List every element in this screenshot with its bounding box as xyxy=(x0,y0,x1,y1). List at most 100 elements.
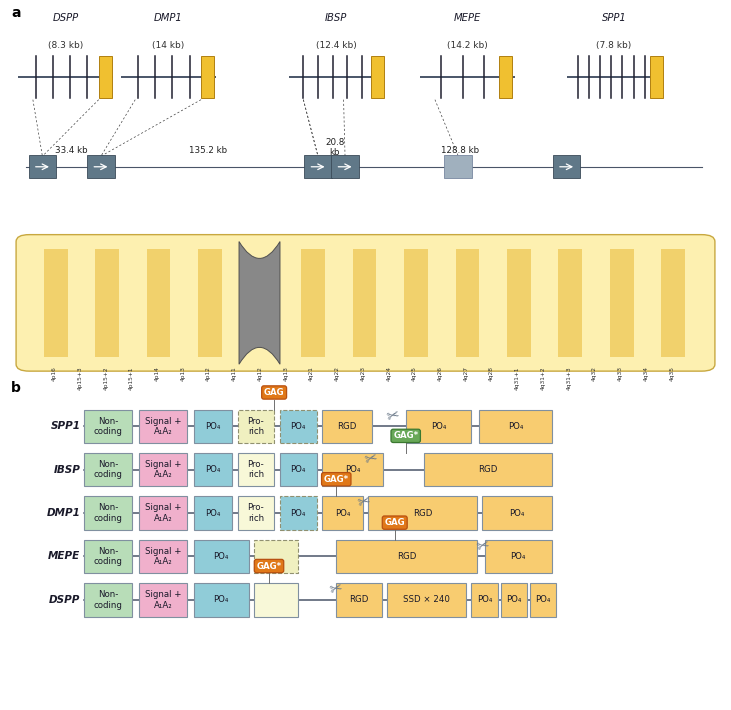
Text: 4q31+1: 4q31+1 xyxy=(515,366,520,390)
Text: 4q23: 4q23 xyxy=(360,366,366,381)
Text: PO₄: PO₄ xyxy=(205,508,221,518)
Bar xyxy=(430,249,453,356)
Text: GAG: GAG xyxy=(264,388,284,397)
Text: b: b xyxy=(11,381,21,395)
Text: GAG*: GAG* xyxy=(393,432,418,440)
FancyBboxPatch shape xyxy=(84,496,132,530)
FancyBboxPatch shape xyxy=(530,583,556,616)
FancyBboxPatch shape xyxy=(139,496,187,530)
Text: Signal +
A₁A₂: Signal + A₁A₂ xyxy=(145,503,181,523)
FancyBboxPatch shape xyxy=(84,453,132,486)
Text: ✂: ✂ xyxy=(356,493,372,511)
FancyBboxPatch shape xyxy=(194,540,249,573)
Text: PO₄: PO₄ xyxy=(506,596,522,604)
FancyBboxPatch shape xyxy=(139,583,187,616)
FancyBboxPatch shape xyxy=(238,453,274,486)
Bar xyxy=(69,249,94,356)
Text: GAG*: GAG* xyxy=(324,475,349,484)
FancyBboxPatch shape xyxy=(84,583,132,616)
Text: 4q25: 4q25 xyxy=(412,366,417,381)
FancyBboxPatch shape xyxy=(194,496,232,530)
FancyBboxPatch shape xyxy=(371,55,384,98)
Text: IBSP: IBSP xyxy=(325,13,347,23)
Text: 4q31+3: 4q31+3 xyxy=(567,366,572,390)
Text: PO₄: PO₄ xyxy=(510,508,525,518)
Text: 4p13: 4p13 xyxy=(181,366,186,381)
Text: MEPE: MEPE xyxy=(48,552,80,562)
Bar xyxy=(327,249,351,356)
Text: 4q34: 4q34 xyxy=(643,366,648,381)
Bar xyxy=(481,249,505,356)
Text: Non-
coding: Non- coding xyxy=(94,460,123,479)
Text: 4p12: 4p12 xyxy=(206,366,211,381)
Text: (12.4 kb): (12.4 kb) xyxy=(316,41,357,50)
Text: MEPE: MEPE xyxy=(454,13,482,23)
FancyBboxPatch shape xyxy=(485,540,552,573)
Text: PO₄: PO₄ xyxy=(205,422,221,431)
Text: 128.8 kb: 128.8 kb xyxy=(442,146,480,155)
Text: PO₄: PO₄ xyxy=(535,596,551,604)
Text: 4q13: 4q13 xyxy=(284,366,288,381)
Bar xyxy=(44,249,67,356)
FancyBboxPatch shape xyxy=(304,155,332,178)
Bar xyxy=(404,249,428,356)
FancyBboxPatch shape xyxy=(322,496,363,530)
Text: (14 kb): (14 kb) xyxy=(152,41,184,50)
Text: ✂: ✂ xyxy=(363,450,379,468)
Text: 4p15+2: 4p15+2 xyxy=(103,366,108,390)
FancyBboxPatch shape xyxy=(280,410,317,443)
FancyBboxPatch shape xyxy=(201,55,214,98)
Text: 4q11: 4q11 xyxy=(232,366,237,381)
FancyBboxPatch shape xyxy=(650,55,663,98)
FancyBboxPatch shape xyxy=(553,155,580,178)
Text: 4q27: 4q27 xyxy=(463,366,469,381)
Bar xyxy=(147,249,170,356)
FancyBboxPatch shape xyxy=(322,410,372,443)
Text: RGD: RGD xyxy=(397,552,417,561)
Text: Non-
coding: Non- coding xyxy=(94,503,123,523)
FancyBboxPatch shape xyxy=(139,410,187,443)
FancyBboxPatch shape xyxy=(254,540,298,573)
Text: 4p15+3: 4p15+3 xyxy=(77,366,83,390)
Text: PO₄: PO₄ xyxy=(510,552,526,561)
Text: (8.3 kb): (8.3 kb) xyxy=(48,41,83,50)
Bar xyxy=(121,249,145,356)
Bar xyxy=(173,249,196,356)
FancyBboxPatch shape xyxy=(16,234,715,371)
FancyBboxPatch shape xyxy=(482,496,552,530)
FancyBboxPatch shape xyxy=(194,453,232,486)
FancyBboxPatch shape xyxy=(99,55,112,98)
FancyBboxPatch shape xyxy=(139,540,187,573)
FancyBboxPatch shape xyxy=(254,583,298,616)
Bar xyxy=(455,249,480,356)
FancyBboxPatch shape xyxy=(501,583,527,616)
FancyBboxPatch shape xyxy=(238,496,274,530)
Bar xyxy=(379,249,402,356)
Text: Non-
coding: Non- coding xyxy=(94,547,123,566)
Text: Signal +
A₁A₂: Signal + A₁A₂ xyxy=(145,460,181,479)
FancyBboxPatch shape xyxy=(424,453,552,486)
Text: 4q31+2: 4q31+2 xyxy=(541,366,545,390)
Text: (7.8 kb): (7.8 kb) xyxy=(596,41,632,50)
Text: IBSP: IBSP xyxy=(53,465,80,475)
Text: Pro-
rich: Pro- rich xyxy=(248,460,264,479)
Text: 4q12: 4q12 xyxy=(257,366,262,381)
Text: PO₄: PO₄ xyxy=(431,422,447,431)
Text: 4q35: 4q35 xyxy=(670,366,674,381)
Bar xyxy=(507,249,531,356)
Text: PO₄: PO₄ xyxy=(290,422,306,431)
Text: RGD: RGD xyxy=(478,465,498,474)
FancyBboxPatch shape xyxy=(406,410,471,443)
Text: Pro-
rich: Pro- rich xyxy=(248,417,264,436)
Text: Signal +
A₁A₂: Signal + A₁A₂ xyxy=(145,417,181,436)
Text: RGD: RGD xyxy=(338,422,357,431)
Text: PO₄: PO₄ xyxy=(335,508,350,518)
Text: ✂: ✂ xyxy=(328,580,344,598)
FancyBboxPatch shape xyxy=(336,583,382,616)
Bar xyxy=(198,249,222,356)
Bar xyxy=(301,249,325,356)
FancyBboxPatch shape xyxy=(331,155,359,178)
FancyBboxPatch shape xyxy=(387,583,466,616)
Text: 4q24: 4q24 xyxy=(386,366,391,381)
Text: Signal +
A₁A₂: Signal + A₁A₂ xyxy=(145,590,181,610)
